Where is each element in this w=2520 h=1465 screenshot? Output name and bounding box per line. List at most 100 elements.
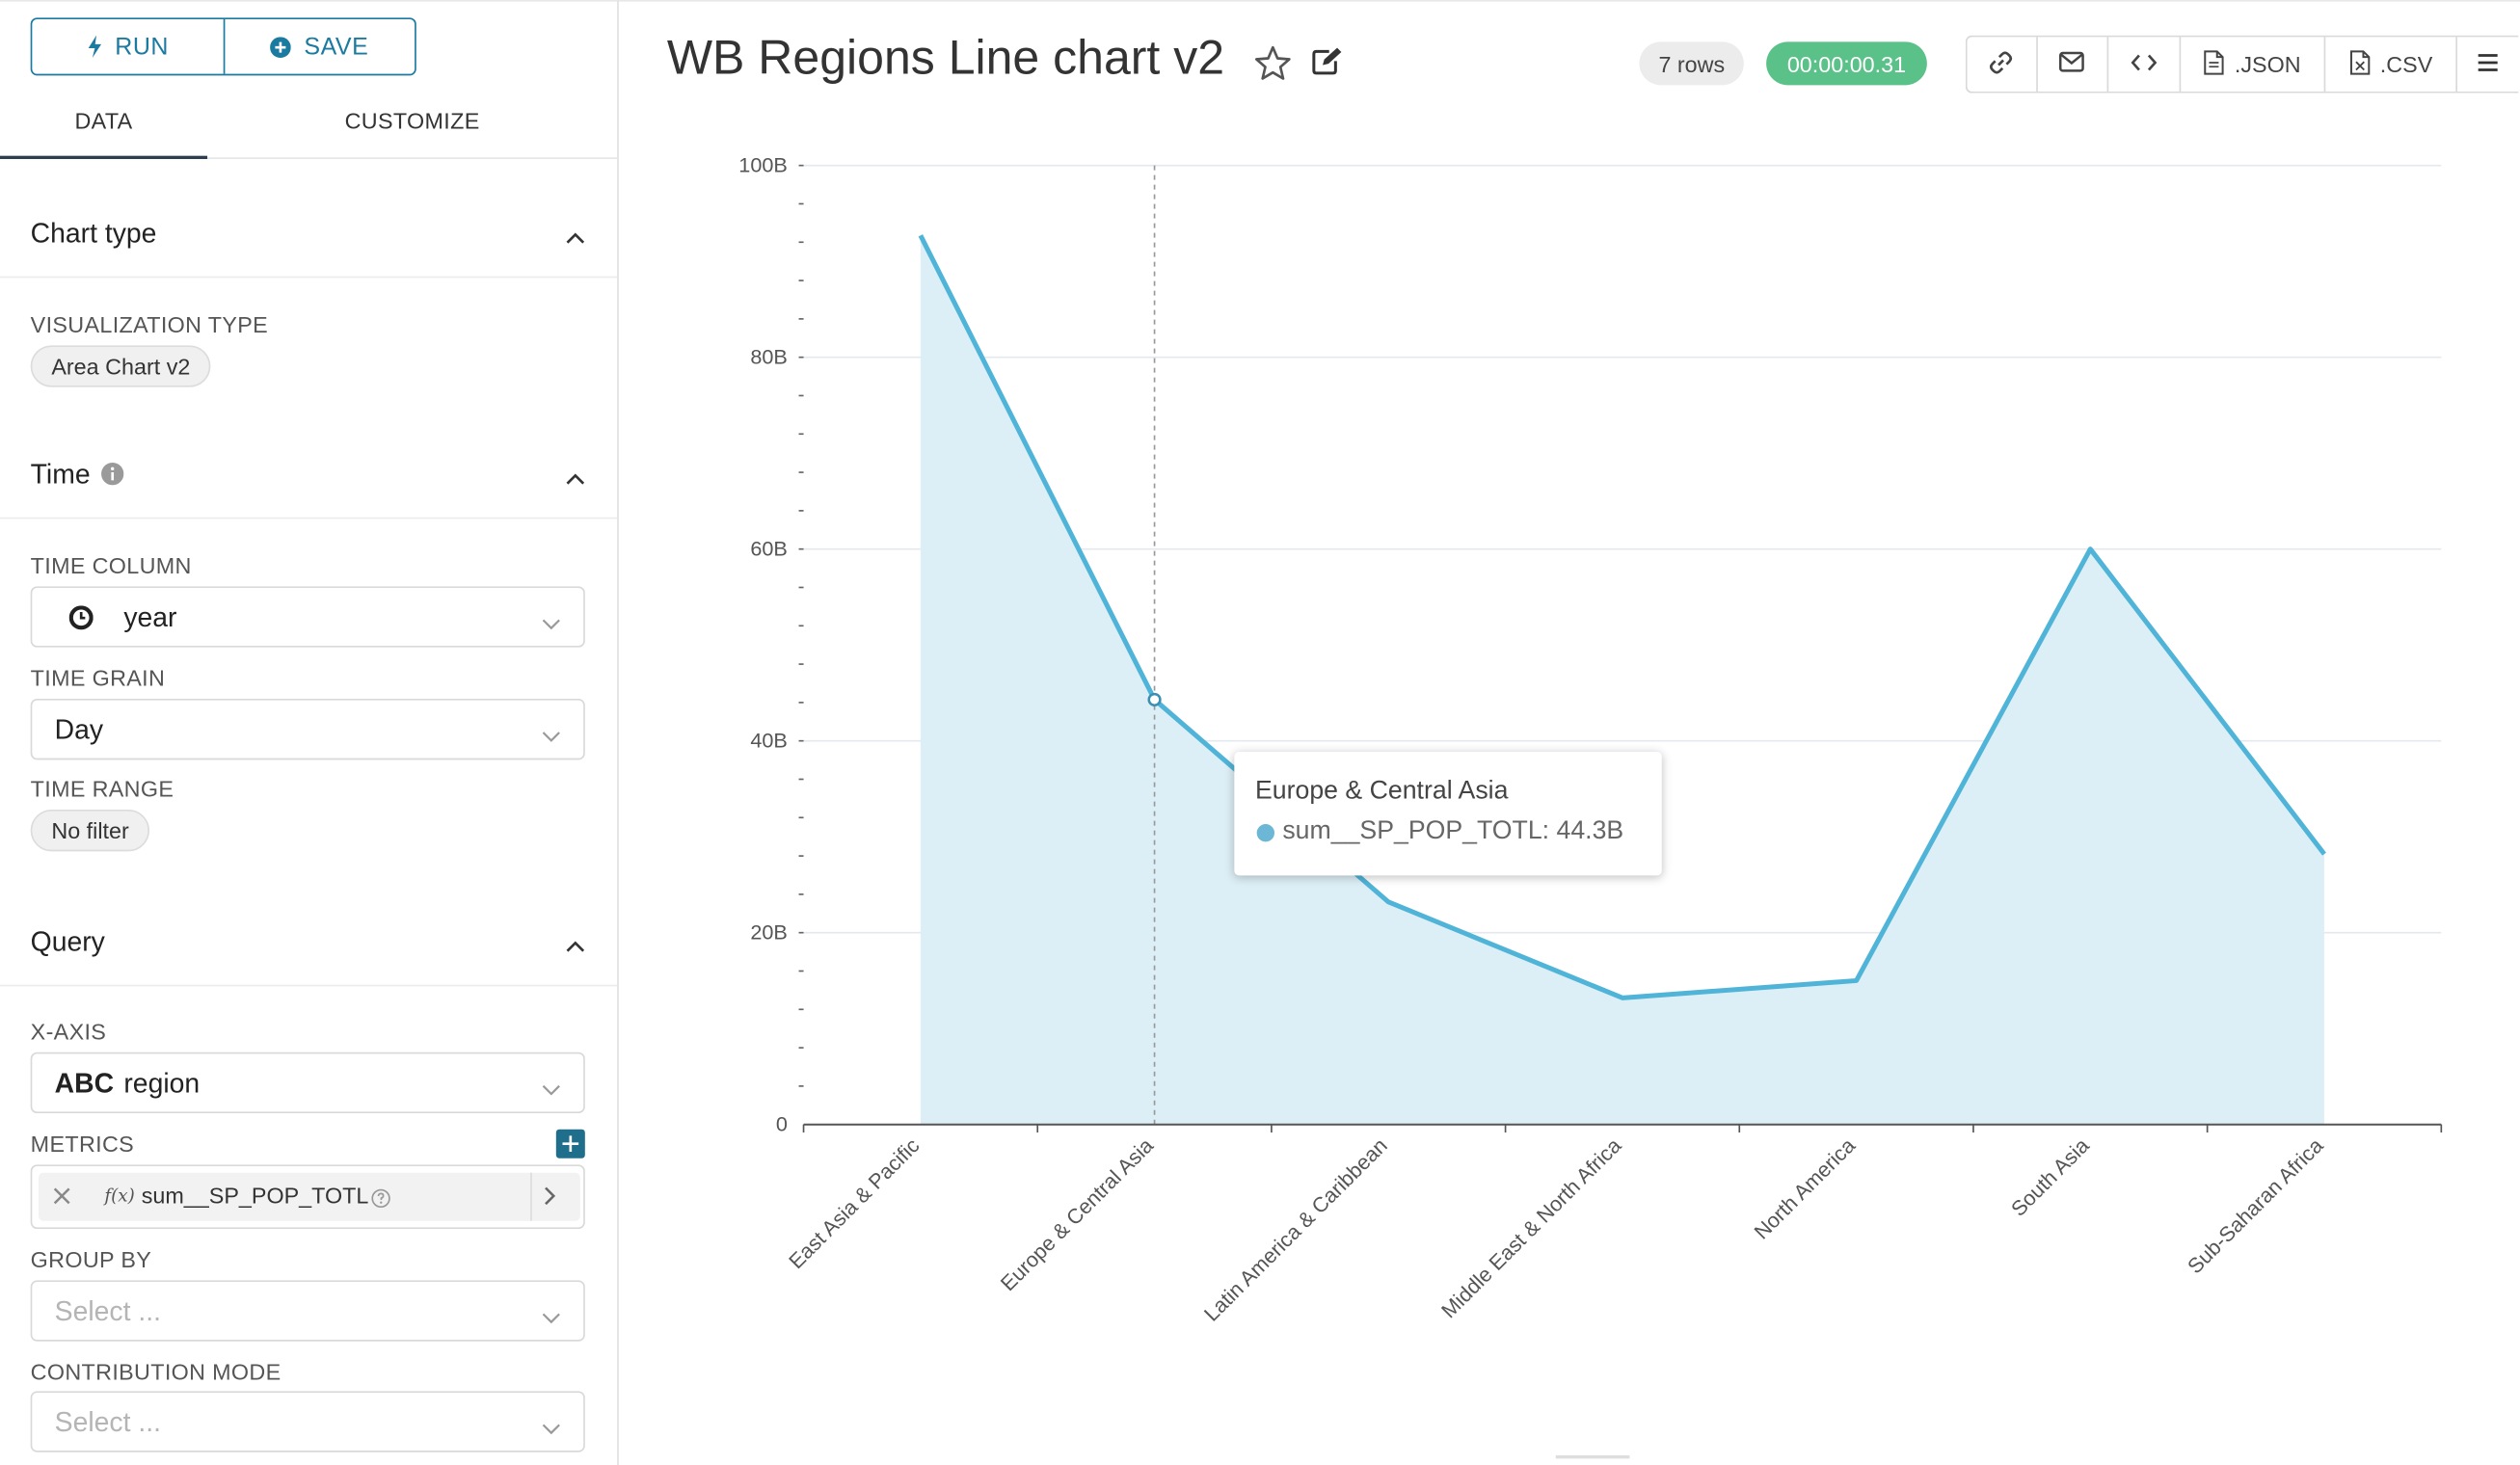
y-tick-label: 20B — [750, 919, 788, 944]
copy-link-button[interactable] — [1968, 37, 2038, 93]
chip-divider — [530, 1172, 532, 1221]
section-query-header[interactable]: Query — [0, 904, 618, 987]
group-by-placeholder: Select ... — [54, 1296, 161, 1327]
tooltip-series-marker — [1256, 824, 1275, 842]
x-tick-label: Middle East & North Africa — [1436, 1132, 1626, 1322]
info-icon — [101, 463, 124, 493]
file-csv-icon — [2349, 49, 2371, 80]
time-range-pill[interactable]: No filter — [30, 810, 150, 852]
embed-code-button[interactable] — [2108, 37, 2181, 93]
save-button[interactable]: SAVE — [222, 19, 415, 74]
resize-handle[interactable] — [1555, 1455, 1630, 1459]
chart-title: WB Regions Line chart v2 — [666, 32, 1225, 86]
time-grain-label: TIME GRAIN — [30, 665, 166, 691]
tab-customize[interactable]: CUSTOMIZE — [344, 107, 480, 134]
group-by-select[interactable]: Select ... — [30, 1280, 585, 1342]
contribution-mode-select[interactable]: Select ... — [30, 1391, 585, 1452]
time-grain-select[interactable]: Day — [30, 699, 585, 760]
x-tick-label: South Asia — [2006, 1132, 2095, 1221]
metrics-label: METRICS — [30, 1131, 135, 1158]
query-timer-badge: 00:00:00.31 — [1766, 41, 1927, 86]
x-axis-select[interactable]: ABC region — [30, 1052, 585, 1114]
contribution-mode-label: CONTRIBUTION MODE — [30, 1359, 281, 1385]
time-column-select[interactable]: year — [30, 586, 585, 648]
contribution-mode-placeholder: Select ... — [54, 1407, 161, 1438]
visualization-type-pill[interactable]: Area Chart v2 — [30, 345, 212, 387]
metric-chip[interactable]: f(x) sum__SP_POP_TOTL — [39, 1172, 580, 1221]
x-axis-label: X-AXIS — [30, 1018, 107, 1045]
file-json-icon — [2204, 49, 2225, 80]
chevron-down-icon — [542, 1304, 561, 1333]
bolt-icon — [86, 35, 102, 59]
visualization-type-label: VISUALIZATION TYPE — [30, 311, 269, 338]
panel-top-border — [0, 0, 618, 2]
edit-icon[interactable] — [1311, 46, 1343, 83]
export-json-label: .JSON — [2234, 51, 2301, 78]
section-chart-type-title: Chart type — [30, 218, 157, 250]
time-column-label: TIME COLUMN — [30, 552, 192, 579]
menu-icon — [2477, 51, 2499, 77]
run-save-group: RUN SAVE — [30, 17, 416, 76]
time-column-value: year — [123, 602, 177, 633]
help-icon — [371, 1187, 390, 1216]
star-icon[interactable] — [1253, 45, 1292, 91]
add-metric-button[interactable] — [555, 1129, 585, 1159]
chart-toolbar: .JSON .CSV — [1965, 35, 2519, 93]
column-type-badge: ABC — [54, 1068, 115, 1100]
run-button[interactable]: RUN — [32, 19, 223, 74]
chevron-down-icon — [542, 723, 561, 752]
chevron-right-icon[interactable] — [543, 1185, 556, 1214]
tooltip-value: sum__SP_POP_TOTL: 44.3B — [1282, 817, 1624, 845]
chevron-down-icon — [542, 1077, 561, 1105]
more-menu-button[interactable] — [2457, 37, 2518, 92]
x-tick-label: Sub-Saharan Africa — [2183, 1132, 2328, 1278]
row-count-badge: 7 rows — [1639, 41, 1745, 86]
series-area — [920, 235, 2324, 1125]
section-time-title: Time — [30, 459, 91, 491]
chevron-up-icon — [566, 465, 585, 493]
export-csv-button[interactable]: .CSV — [2326, 37, 2458, 93]
chevron-down-icon — [542, 1415, 561, 1444]
x-tick-label: North America — [1749, 1132, 1860, 1243]
y-tick-label: 40B — [750, 728, 788, 752]
y-tick-label: 100B — [738, 152, 788, 176]
y-tick-label: 80B — [750, 344, 788, 368]
panel-tabs: DATA CUSTOMIZE — [0, 84, 618, 160]
section-query-title: Query — [30, 926, 105, 958]
section-chart-type-header[interactable]: Chart type — [0, 196, 618, 279]
export-csv-label: .CSV — [2379, 51, 2433, 78]
section-time-header[interactable]: Time — [0, 437, 618, 519]
plus-icon — [556, 1135, 585, 1164]
chevron-up-icon — [566, 932, 585, 961]
data-point — [1147, 692, 1162, 706]
code-icon — [2130, 51, 2157, 77]
time-range-label: TIME RANGE — [30, 776, 174, 802]
close-icon[interactable] — [53, 1183, 70, 1212]
save-button-label: SAVE — [304, 33, 369, 61]
x-tick-label: Europe & Central Asia — [996, 1132, 1159, 1295]
clock-icon — [68, 605, 94, 637]
metrics-control: f(x) sum__SP_POP_TOTL — [30, 1164, 585, 1230]
run-button-label: RUN — [115, 33, 169, 61]
plus-circle-icon — [270, 36, 292, 58]
link-icon — [1989, 49, 2015, 80]
tooltip-category: Europe & Central Asia — [1255, 777, 1509, 806]
chart-top-border — [618, 0, 2520, 2]
metric-name: sum__SP_POP_TOTL — [141, 1182, 369, 1209]
area-chart: 0 20B 40B 60B 80B 100B East Asia & Pacific Euro… — [738, 152, 2443, 1326]
x-tick-label: East Asia & Pacific — [784, 1133, 924, 1273]
export-json-button[interactable]: .JSON — [2181, 37, 2326, 93]
chevron-up-icon — [566, 224, 585, 253]
time-grain-value: Day — [54, 714, 104, 746]
x-axis-value: region — [123, 1068, 201, 1100]
email-button[interactable] — [2038, 37, 2108, 93]
control-panel: RUN SAVE DATA CUSTOMIZE Chart type VISUA… — [0, 0, 619, 1465]
chevron-down-icon — [542, 610, 561, 639]
y-tick-label: 0 — [776, 1111, 788, 1135]
x-tick-label: Latin America & Caribbean — [1199, 1133, 1392, 1326]
chart-tooltip: Europe & Central Asia sum__SP_POP_TOTL: … — [1234, 752, 1662, 876]
tab-data[interactable]: DATA — [0, 84, 208, 160]
y-tick-label: 60B — [750, 536, 788, 560]
function-icon: f(x) — [104, 1185, 135, 1207]
